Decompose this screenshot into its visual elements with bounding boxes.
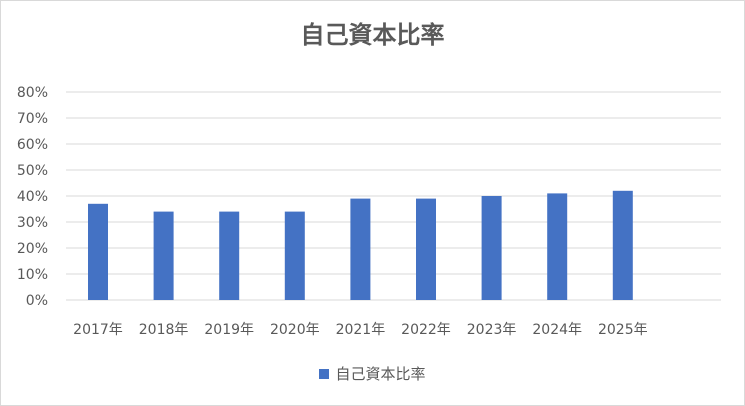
y-tick-label: 0% bbox=[26, 293, 48, 309]
x-tick-label: 2019年 bbox=[204, 322, 254, 338]
y-tick-label: 40% bbox=[17, 189, 48, 205]
y-tick-label: 70% bbox=[17, 111, 48, 127]
x-tick-label: 2022年 bbox=[401, 322, 451, 338]
y-tick-label: 80% bbox=[17, 85, 48, 101]
x-tick-label: 2020年 bbox=[270, 322, 320, 338]
bar-2021年 bbox=[350, 198, 371, 300]
bar-2025年 bbox=[612, 190, 633, 300]
x-tick-label: 2025年 bbox=[598, 322, 648, 338]
legend-swatch bbox=[319, 368, 330, 379]
y-tick-label: 50% bbox=[17, 163, 48, 179]
x-tick-label: 2018年 bbox=[139, 322, 189, 338]
chart-title: 自己資本比率 bbox=[300, 21, 445, 49]
bar-2019年 bbox=[219, 211, 240, 300]
y-tick-label: 20% bbox=[17, 241, 48, 257]
bar-2023年 bbox=[481, 196, 502, 300]
bar-2022年 bbox=[416, 198, 436, 300]
bar-2017年 bbox=[88, 203, 108, 300]
y-tick-label: 10% bbox=[17, 267, 48, 283]
x-tick-label: 2023年 bbox=[467, 322, 517, 338]
x-tick-label: 2024年 bbox=[532, 322, 582, 338]
x-tick-label: 2021年 bbox=[336, 322, 386, 338]
bar-2024年 bbox=[547, 193, 568, 300]
y-tick-label: 60% bbox=[17, 137, 48, 153]
y-tick-label: 30% bbox=[17, 215, 48, 231]
bar-2018年 bbox=[153, 211, 174, 300]
bar-2020年 bbox=[284, 211, 305, 300]
x-tick-label: 2017年 bbox=[73, 322, 123, 338]
chart-legend: 自己資本比率 bbox=[1, 363, 744, 384]
legend-label: 自己資本比率 bbox=[335, 365, 426, 383]
